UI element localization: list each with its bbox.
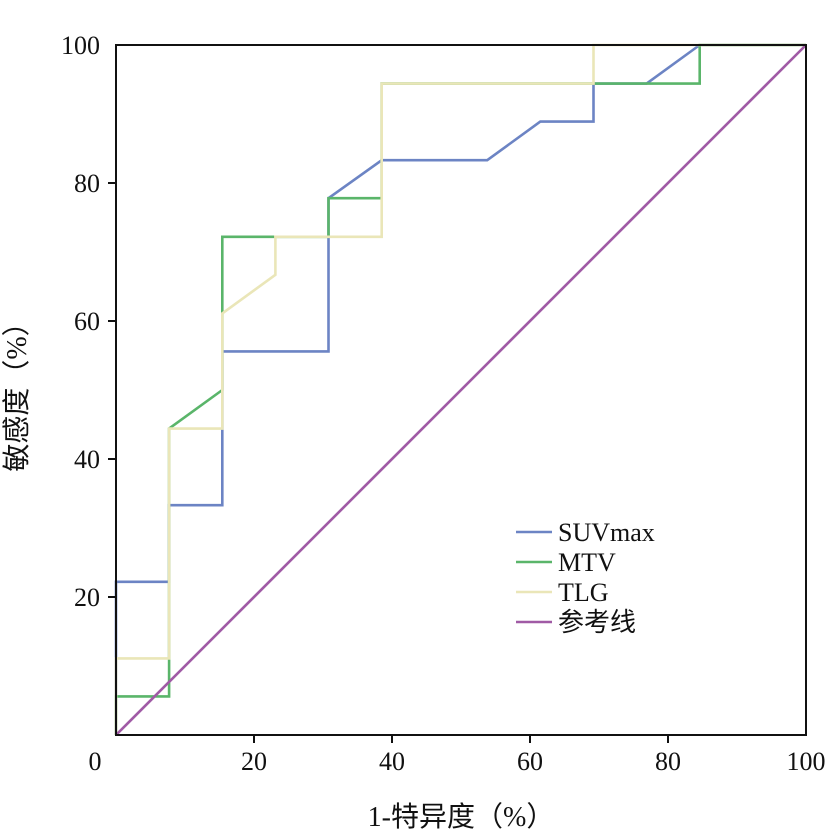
- x-tick-label: 0: [89, 747, 102, 776]
- legend-label-mtv: MTV: [558, 548, 616, 577]
- legend-label-reference: 参考线: [558, 608, 636, 637]
- series-line-reference: [115, 44, 807, 736]
- plot-frame: [115, 44, 807, 736]
- legend-label-suvmax: SUVmax: [558, 518, 655, 547]
- y-tick-label: 80: [74, 169, 100, 198]
- x-tick-label: 20: [241, 747, 267, 776]
- x-tick-label: 100: [787, 747, 826, 776]
- y-tick-label: 100: [61, 31, 100, 60]
- x-tick-label: 60: [517, 747, 543, 776]
- x-tick-label: 40: [379, 747, 405, 776]
- x-tick-label: 80: [655, 747, 681, 776]
- series-line-tlg: [114, 43, 806, 735]
- series-layer: [114, 43, 807, 736]
- y-tick-label: 60: [74, 307, 100, 336]
- y-axis-ticks: 20 40 60 80 100: [61, 31, 116, 612]
- y-tick-label: 20: [74, 583, 100, 612]
- y-tick-label: 40: [74, 445, 100, 474]
- x-axis-ticks: 0 20 40 60 80 100: [89, 735, 826, 776]
- legend-label-tlg: TLG: [558, 578, 609, 607]
- y-axis-label: 敏感度（%）: [1, 308, 33, 471]
- x-axis-label: 1-特异度（%）: [368, 801, 555, 832]
